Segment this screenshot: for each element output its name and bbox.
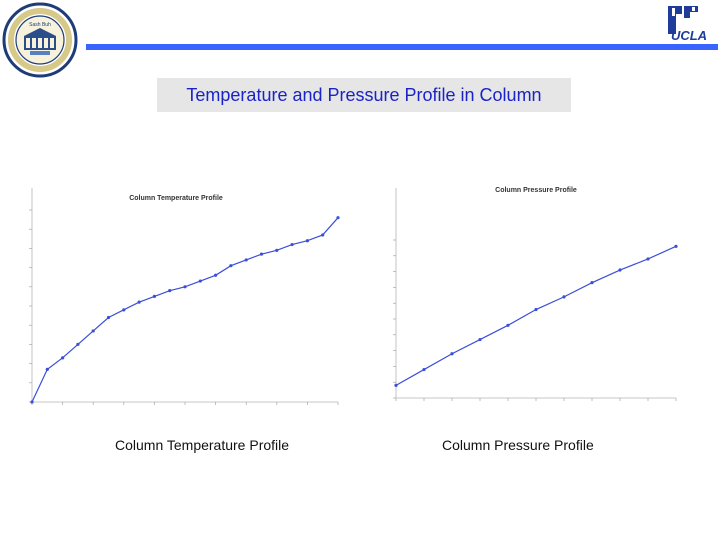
temperature-data-point: [152, 294, 156, 298]
temperature-data-point: [214, 273, 218, 277]
pressure-data-point: [618, 268, 622, 272]
pressure-data-point: [590, 281, 594, 285]
temperature-data-point: [275, 248, 279, 252]
pressure-data-point: [674, 244, 678, 248]
temperature-data-point: [137, 300, 141, 304]
temperature-data-point: [198, 279, 202, 283]
temperature-data-point: [76, 342, 80, 346]
pressure-data-point: [562, 295, 566, 299]
ucla-wordmark: UCLA: [671, 28, 707, 43]
pressure-data-point: [450, 352, 454, 356]
temperature-data-point: [30, 400, 34, 404]
header-rule: [86, 44, 718, 50]
pressure-chart-title: Column Pressure Profile: [495, 187, 577, 194]
pressure-data-point: [394, 383, 398, 387]
slide-title-box: Temperature and Pressure Profile in Colu…: [157, 78, 571, 112]
temperature-data-point: [183, 285, 187, 289]
seal-motto: Sash Buh: [29, 22, 51, 28]
temperature-chart: Column Temperature Profile: [22, 180, 350, 416]
temperature-data-point: [61, 356, 65, 360]
temperature-data-point: [168, 289, 172, 293]
pressure-data-point: [506, 323, 510, 327]
temperature-data-point: [122, 308, 126, 312]
pressure-data-point: [534, 307, 538, 312]
temperature-data-point: [229, 264, 233, 268]
temperature-caption: Column Temperature Profile: [115, 437, 290, 453]
temperature-data-point: [305, 239, 309, 243]
pressure-chart: Column Pressure Profile: [384, 180, 686, 416]
pressure-series-line: [395, 245, 677, 386]
pressure-caption: Column Pressure Profile: [442, 437, 594, 453]
temperature-data-point: [259, 252, 264, 256]
temperature-chart-title: Column Temperature Profile: [129, 195, 223, 202]
temperature-data-point: [321, 233, 325, 237]
pressure-chart-svg: Column Pressure Profile: [393, 187, 678, 401]
temperature-data-point: [45, 367, 49, 371]
ucla-logo-icon: UCLA: [664, 4, 710, 44]
temperature-data-point: [91, 329, 95, 333]
temperature-data-point: [106, 315, 111, 320]
pressure-data-point: [478, 337, 482, 342]
temperature-data-point: [336, 216, 340, 220]
university-seal-icon: Sash Buh: [2, 2, 78, 78]
pressure-data-point: [646, 257, 650, 261]
temperature-chart-svg: Column Temperature Profile: [29, 188, 340, 405]
slide-title: Temperature and Pressure Profile in Colu…: [186, 84, 542, 105]
temperature-data-point: [244, 258, 248, 262]
temperature-data-point: [290, 242, 294, 247]
pressure-data-point: [422, 367, 426, 372]
